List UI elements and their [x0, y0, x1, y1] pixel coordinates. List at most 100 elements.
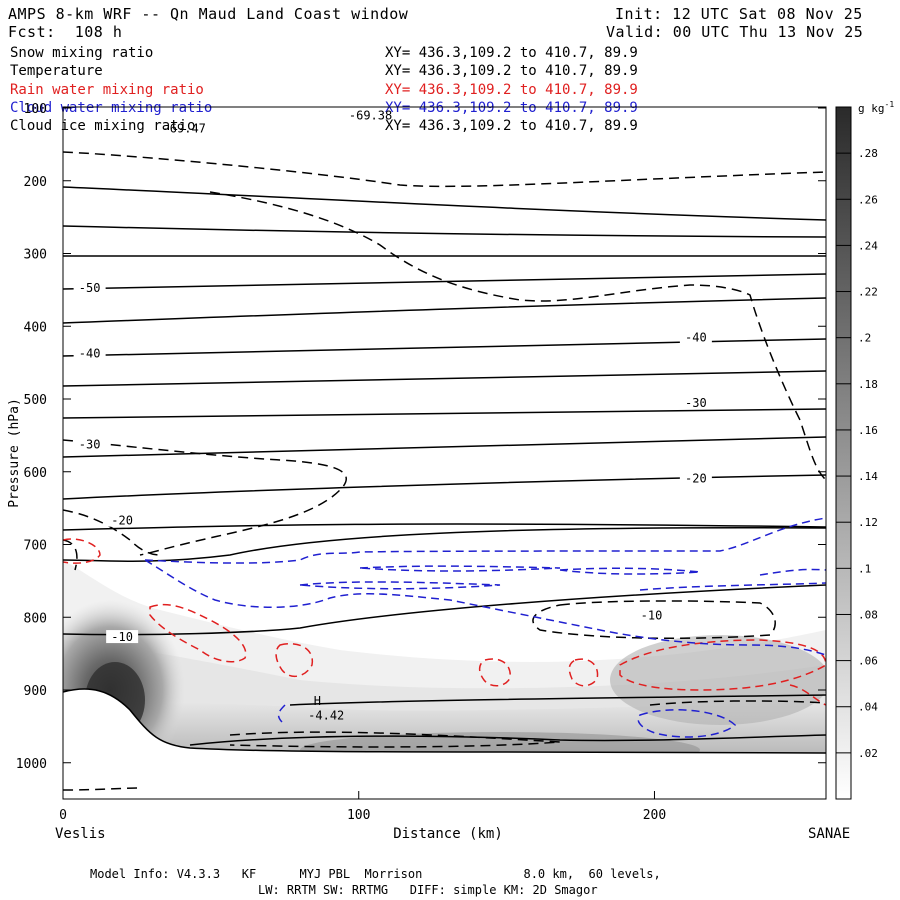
- temperature-label: -10: [641, 608, 663, 622]
- legend-rain-xy: XY= 436.3,109.2 to 410.7, 89.9: [385, 82, 638, 98]
- temperature-label-bg: [73, 346, 106, 360]
- valid-time: Valid: 00 UTC Thu 13 Nov 25: [606, 23, 864, 41]
- colorbar-tick-label: .12: [858, 516, 878, 529]
- x-right-endpoint: SANAE: [808, 826, 850, 842]
- temperature-label: -20: [685, 471, 707, 485]
- legend-cloud-water-xy: XY= 436.3,109.2 to 410.7, 89.9: [385, 100, 638, 116]
- colorbar-units: g kg-1: [858, 100, 894, 115]
- temperature-label: -40: [79, 346, 101, 360]
- isotherm: [289, 694, 826, 706]
- legend-cloud-ice-xy: XY= 436.3,109.2 to 410.7, 89.9: [385, 118, 638, 134]
- snow-contour: [649, 700, 826, 706]
- snow-contour: [63, 509, 161, 556]
- isotherm: [63, 523, 826, 531]
- legend-temperature-xy: XY= 436.3,109.2 to 410.7, 89.9: [385, 63, 638, 79]
- rain-contour: [789, 684, 826, 706]
- snow-contour: [209, 191, 826, 481]
- snow-contours: [63, 151, 826, 791]
- temperature-label-bg: [679, 330, 712, 344]
- colorbar-tick-label: .06: [858, 655, 878, 668]
- snow-contour: [532, 600, 776, 640]
- temperature-label-bg: [106, 630, 139, 644]
- legend-rain-label: Rain water mixing ratio: [10, 82, 204, 98]
- temperature-label: -30: [685, 396, 707, 410]
- colorbar-tick-label: .02: [858, 747, 878, 760]
- isotherm: [63, 273, 826, 290]
- snow-contour: [63, 151, 826, 188]
- colorbar-tick-label: .08: [858, 608, 878, 621]
- y-axis-title: Pressure (hPa): [7, 398, 22, 508]
- cloud-water-contours: [144, 517, 826, 738]
- cloud-water-contour: [144, 517, 826, 564]
- isotherm: [63, 584, 826, 636]
- colorbar-tick-label: .04: [858, 701, 878, 714]
- rain-contour: [275, 643, 314, 677]
- colorbar-tick-label: .24: [858, 239, 878, 252]
- model-info-line2: LW: RRTM SW: RRTMG DIFF: simple KM: 2D S…: [258, 883, 598, 897]
- extremum-annotation: -69.38: [349, 108, 392, 122]
- terrain: [63, 689, 826, 799]
- rain-contour: [478, 658, 511, 687]
- rain-contour: [568, 658, 599, 687]
- extremum-annotation: -69.47: [163, 121, 206, 135]
- colorbar-tick-label: .16: [858, 424, 878, 437]
- temperature-label: -10: [111, 630, 133, 644]
- rain-contours: [63, 538, 826, 706]
- rain-contour: [149, 603, 247, 663]
- x-tick-label: 100: [347, 808, 370, 823]
- isotherm: [63, 408, 826, 419]
- legend-temperature-label: Temperature: [10, 63, 103, 79]
- x-axis-title: Distance (km): [393, 826, 503, 842]
- temperature-label: -30: [79, 437, 101, 451]
- cloud-water-contour: [359, 565, 561, 572]
- x-left-endpoint: Veslis: [55, 826, 106, 842]
- y-tick-label: 400: [24, 320, 47, 335]
- colorbar-tick-label: .28: [858, 147, 878, 160]
- colorbar-fill: [836, 107, 851, 799]
- y-tick-label: 200: [24, 175, 47, 190]
- cloud-water-contour: [637, 709, 737, 738]
- snow-contour: [229, 731, 561, 748]
- y-tick-label: 500: [24, 393, 47, 408]
- colorbar-tick-label: .22: [858, 286, 878, 299]
- snow-contour: [63, 787, 141, 791]
- rain-contour: [63, 538, 101, 564]
- x-tick-label: 200: [643, 808, 666, 823]
- y-tick-label: 600: [24, 466, 47, 481]
- temperature-label-bg: [679, 471, 712, 485]
- isotherm: [63, 297, 826, 324]
- isotherm: [63, 186, 826, 221]
- isotherm: [63, 526, 826, 562]
- extremum-annotation: H: [314, 694, 321, 708]
- plot-frame: [62, 106, 827, 800]
- model-info-line1: Model Info: V4.3.3 KF MYJ PBL Morrison 8…: [90, 867, 661, 881]
- y-tick-label: 100: [24, 102, 47, 117]
- y-tick-label: 700: [24, 539, 47, 554]
- legend-cloud-ice-label: Cloud ice mixing ratio: [10, 118, 196, 134]
- legend-snow-xy: XY= 436.3,109.2 to 410.7, 89.9: [385, 45, 638, 61]
- cloud-water-contour: [277, 704, 286, 723]
- isotherm: [63, 688, 826, 754]
- isotherm: [63, 436, 826, 458]
- y-axis: 100 200 300 400 500 600 700 800 900 1000: [16, 102, 826, 772]
- cloud-water-contour: [639, 582, 826, 591]
- isotherm: [63, 225, 826, 238]
- temperature-label: -40: [685, 330, 707, 344]
- legend-cloud-water-label: Cloud water mixing ratio: [10, 100, 213, 116]
- colorbar-frame: [835, 106, 852, 800]
- snow-contour: [63, 439, 347, 556]
- cloud-water-contour: [144, 559, 826, 656]
- cloud-water-contour: [559, 567, 701, 575]
- chart-title: AMPS 8-km WRF -- Qn Maud Land Coast wind…: [8, 5, 409, 23]
- colorbar-tick-label: .1: [858, 562, 871, 575]
- rain-contour: [619, 639, 826, 691]
- colorbar-tick-label: .18: [858, 378, 878, 391]
- y-tick-label: 800: [24, 611, 47, 626]
- x-tick-label: 0: [59, 808, 67, 823]
- colorbar-tick-label: .14: [858, 470, 878, 483]
- isotherm: [189, 734, 826, 746]
- contour-labels: -50 -40 -30 -20 -10 -40 -30 -20 -10 -69.38 -69.47 H…: [73, 108, 712, 722]
- isotherm: [63, 370, 826, 387]
- temperature-label-bg: [106, 513, 139, 527]
